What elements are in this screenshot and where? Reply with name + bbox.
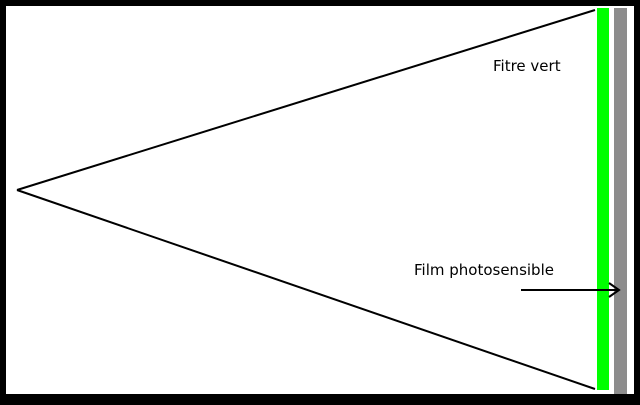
green-filter (597, 8, 609, 390)
film-label: Film photosensible (414, 261, 554, 279)
photosensitive-film (614, 8, 627, 394)
filter-label: Fitre vert (493, 57, 561, 75)
ray-top (16, 9, 596, 191)
drawing-area (6, 6, 634, 394)
ray-bottom (16, 189, 596, 390)
